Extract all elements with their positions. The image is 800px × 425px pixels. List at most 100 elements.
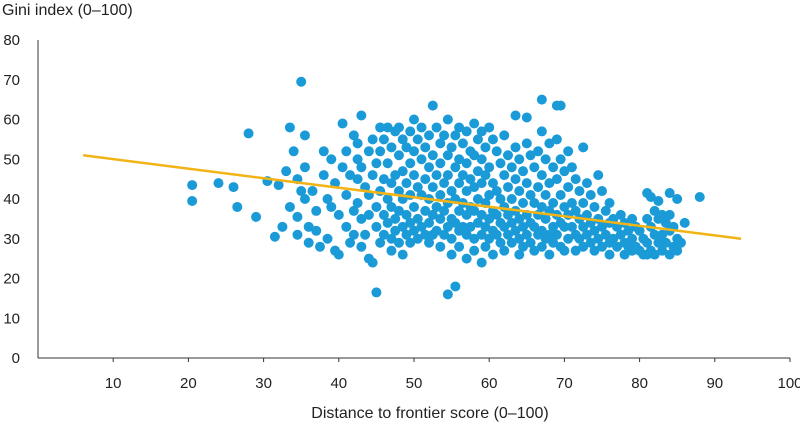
data-point (487, 178, 498, 189)
data-point (356, 241, 367, 252)
data-point (487, 134, 498, 145)
data-point (514, 249, 525, 260)
data-point (495, 194, 506, 204)
data-point (578, 241, 589, 252)
data-point (382, 217, 393, 228)
data-point (585, 237, 596, 248)
data-point (386, 233, 397, 244)
data-point (461, 126, 472, 137)
data-point (442, 114, 453, 125)
data-point (299, 130, 310, 141)
data-point (469, 182, 480, 193)
y-tick-label: 40 (3, 191, 20, 208)
data-point (439, 178, 450, 189)
data-point (570, 245, 581, 256)
data-point (570, 174, 581, 185)
data-point (330, 178, 341, 189)
data-point (284, 201, 295, 212)
data-point (393, 150, 404, 161)
data-point (593, 170, 604, 181)
data-point (442, 170, 453, 181)
data-point (457, 138, 468, 149)
x-tick-label: 60 (481, 375, 498, 392)
data-point (390, 225, 401, 236)
data-point (322, 194, 333, 204)
x-tick-label: 10 (105, 375, 122, 392)
data-point (442, 150, 453, 161)
data-point (292, 229, 303, 240)
data-point (612, 241, 623, 252)
data-point (348, 130, 359, 141)
data-point (446, 249, 457, 260)
data-point (555, 154, 566, 165)
data-point (386, 178, 397, 189)
data-point (269, 231, 280, 242)
data-point (540, 154, 551, 165)
data-point (574, 233, 585, 244)
data-point (296, 186, 307, 197)
data-point (521, 138, 532, 149)
data-point (318, 170, 329, 181)
y-tick-label: 0 (12, 350, 20, 367)
data-point (409, 170, 419, 181)
x-axis-title: Distance to frontier score (0–100) (311, 405, 548, 422)
data-point (555, 100, 566, 111)
data-point (476, 257, 487, 268)
data-point (645, 192, 656, 203)
data-point (589, 245, 600, 256)
data-point (450, 217, 461, 228)
data-point (566, 162, 577, 173)
data-point (491, 209, 502, 220)
data-point (371, 287, 382, 298)
data-point (409, 201, 419, 212)
data-point (367, 170, 378, 181)
data-point (491, 186, 502, 197)
data-point (187, 195, 198, 206)
data-point (540, 190, 551, 201)
data-point (563, 182, 574, 193)
data-point (356, 213, 367, 224)
data-point (420, 205, 431, 216)
data-point (457, 221, 468, 232)
data-point (491, 146, 502, 157)
data-point (378, 174, 389, 185)
data-point (333, 209, 344, 220)
data-point (563, 146, 574, 157)
data-point (378, 209, 389, 220)
data-point (578, 142, 589, 153)
data-point (600, 229, 611, 240)
data-point (623, 225, 634, 236)
data-point (615, 209, 626, 220)
data-point (390, 213, 401, 224)
data-point (326, 154, 337, 165)
data-point (382, 158, 393, 169)
data-point (393, 237, 404, 248)
data-point (619, 249, 630, 260)
data-point (563, 233, 574, 244)
data-point (435, 213, 446, 224)
data-point (348, 229, 359, 240)
data-point (431, 122, 442, 133)
data-point (363, 209, 374, 220)
data-point (393, 186, 404, 197)
data-point (352, 154, 363, 165)
data-point (589, 225, 600, 236)
data-point (375, 122, 386, 133)
data-point (371, 221, 382, 232)
data-point (503, 150, 513, 161)
data-point (559, 166, 570, 177)
data-point (461, 158, 472, 169)
data-point (499, 130, 510, 141)
data-point (284, 122, 295, 133)
data-point (457, 170, 468, 181)
data-point (345, 237, 356, 248)
data-point (439, 130, 450, 141)
data-point (503, 209, 513, 220)
data-point (315, 241, 325, 252)
data-point (424, 217, 435, 228)
data-point (499, 221, 510, 232)
data-point (589, 201, 600, 212)
data-point (367, 257, 378, 268)
data-point (649, 205, 660, 216)
data-point (551, 229, 562, 240)
